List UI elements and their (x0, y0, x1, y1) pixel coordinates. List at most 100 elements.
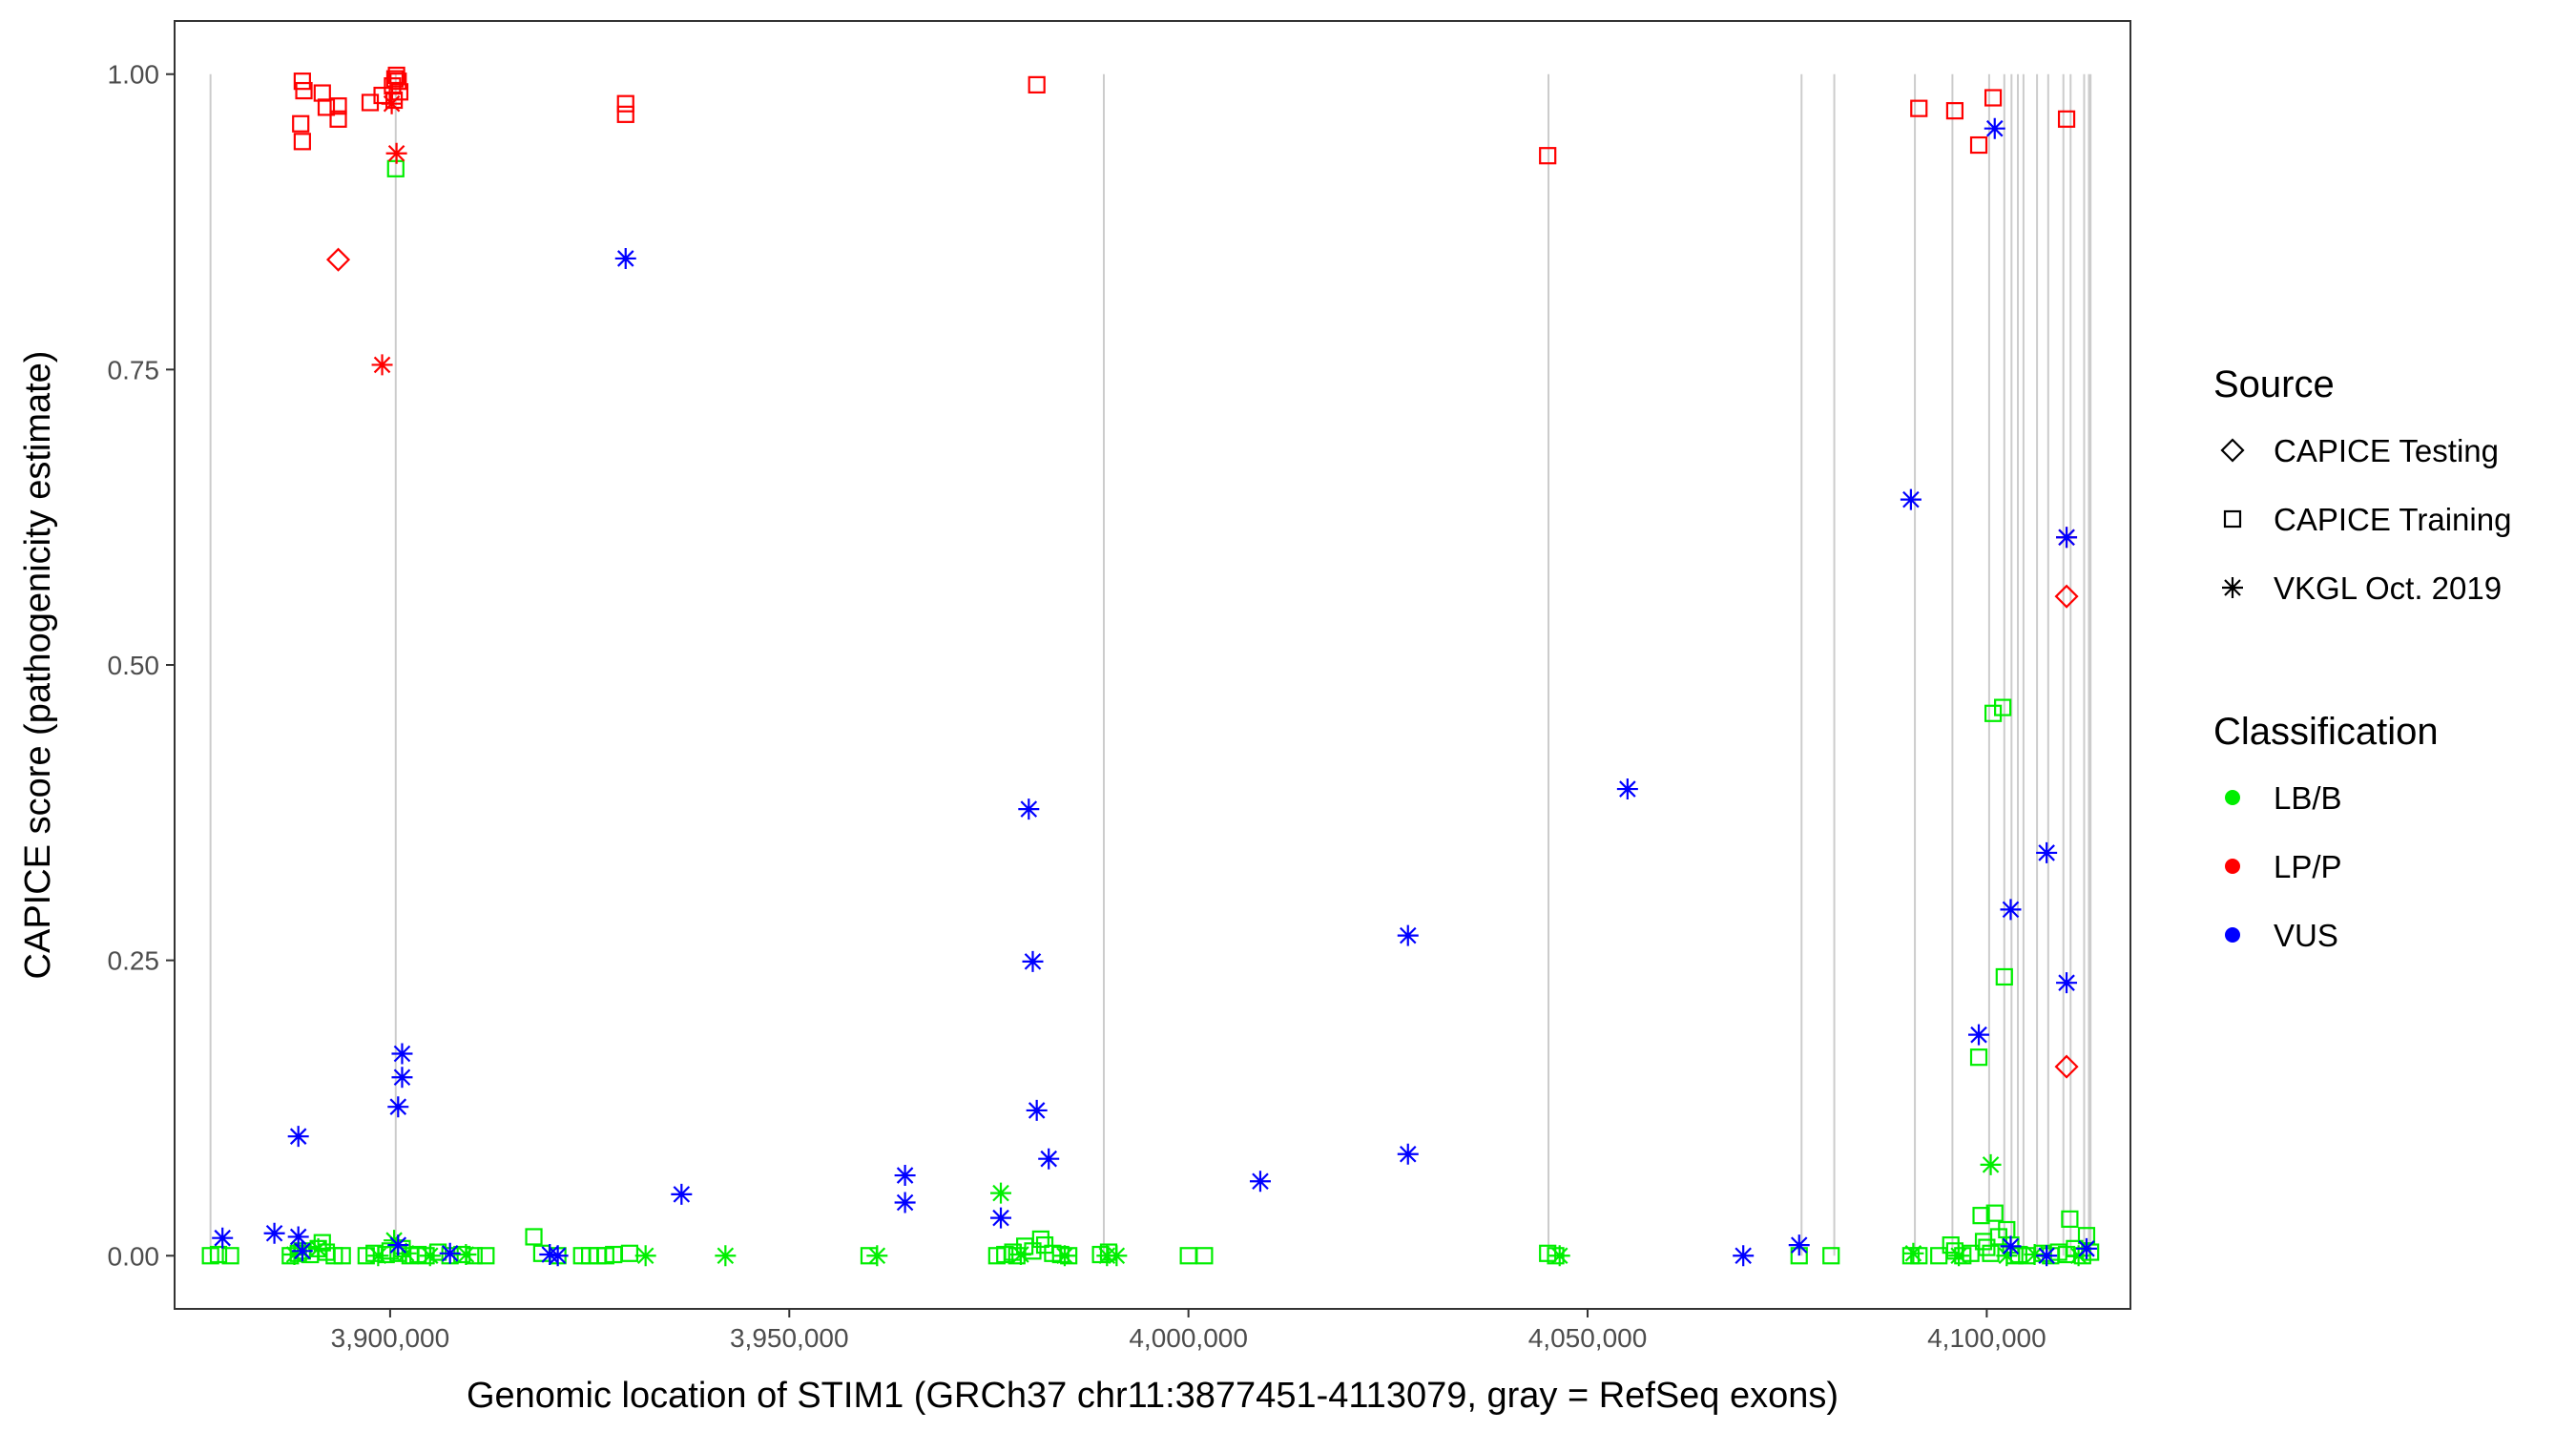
legend-classification-label: VUS (2274, 918, 2338, 953)
data-point-vus (1397, 1143, 1419, 1165)
data-point-lpp (381, 93, 403, 114)
data-point-vus (2036, 1245, 2058, 1267)
data-point-lbb (1978, 1238, 1996, 1256)
data-point-lbb (1982, 1244, 2000, 1262)
data-point-lbb (2061, 1210, 2079, 1228)
legend-classification-items: LB/B LP/P VUS (2225, 780, 2342, 953)
data-point-lbb (395, 1242, 417, 1264)
legend-classification-label: LP/P (2274, 849, 2342, 884)
legend-source-title: Source (2213, 363, 2335, 405)
data-point-lbb (866, 1245, 888, 1267)
data-point-lpp (2057, 110, 2076, 128)
data-point-lbb (620, 1244, 639, 1262)
data-point-lbb (1106, 1245, 1128, 1267)
x-tick-label: 4,050,000 (1528, 1323, 1648, 1353)
data-point-lpp (313, 84, 331, 102)
data-point-lpp (389, 73, 407, 91)
data-point-vus (1984, 117, 2005, 139)
y-tick-label: 0.50 (108, 651, 160, 680)
legend-shape-square-icon (2223, 509, 2242, 529)
data-point-vus (263, 1222, 285, 1244)
data-point-lbb (1994, 698, 2012, 716)
legend-color-dot-icon (2225, 927, 2240, 943)
y-tick-label: 0.75 (108, 355, 160, 384)
y-tick-label: 0.25 (108, 946, 160, 976)
data-point-vus (1968, 1024, 1990, 1046)
data-point-vus (1397, 924, 1419, 946)
data-point-lpp (1969, 135, 1988, 155)
x-axis-title: Genomic location of STIM1 (GRCh37 chr11:… (467, 1376, 1839, 1416)
y-tick-label: 1.00 (108, 60, 160, 90)
data-point-vus (2000, 899, 2022, 921)
data-point-lbb (1548, 1245, 1570, 1267)
data-point-vus (1026, 1099, 1048, 1121)
legend-color-dot-icon (2225, 859, 2240, 874)
data-point-lpp (1945, 102, 1964, 120)
data-point-vus (539, 1244, 561, 1266)
data-point-vus (2056, 972, 2078, 994)
data-point-vus (2000, 1235, 2022, 1257)
legend-color-dot-icon (2225, 790, 2240, 805)
data-point-lpp (387, 66, 405, 85)
data-point-lbb (455, 1244, 477, 1266)
x-tick-label: 3,900,000 (331, 1323, 450, 1353)
data-point-lpp (385, 142, 407, 164)
data-point-lbb (1179, 1247, 1197, 1265)
data-point-lpp (325, 247, 351, 272)
data-points (201, 66, 2100, 1267)
data-point-lbb (715, 1245, 737, 1267)
data-point-lbb (1995, 967, 2013, 986)
data-point-lbb (419, 1245, 441, 1267)
exon-lines (209, 73, 2092, 1256)
legend-source-label: CAPICE Training (2274, 502, 2511, 537)
x-tick-label: 3,950,000 (730, 1323, 849, 1353)
data-point-lbb (990, 1182, 1012, 1204)
data-point-lpp (371, 354, 393, 376)
data-point-lpp (292, 114, 310, 133)
x-tick-label: 4,100,000 (1927, 1323, 2046, 1353)
data-point-vus (1022, 950, 1044, 972)
data-point-lbb (1969, 1048, 1988, 1067)
data-point-lbb (525, 1228, 543, 1246)
data-point-lpp (385, 91, 404, 110)
data-point-lpp (293, 73, 311, 91)
data-point-lbb (1942, 1236, 1960, 1255)
legend-source-label: VKGL Oct. 2019 (2274, 570, 2502, 606)
data-point-lpp (329, 97, 347, 115)
data-point-lbb (1984, 704, 2003, 722)
data-point-lbb (367, 1245, 389, 1267)
data-point-vus (287, 1226, 309, 1248)
data-point-lbb (634, 1245, 656, 1267)
data-point-vus (2036, 841, 2058, 863)
legend-shape-diamond-icon (2220, 438, 2245, 463)
data-point-vus (291, 1240, 313, 1262)
data-point-vus (1788, 1234, 1810, 1256)
data-point-lbb (1985, 1204, 2004, 1222)
data-point-lpp (1910, 99, 1928, 117)
data-point-lbb (307, 1237, 329, 1259)
data-point-vus (387, 1096, 409, 1118)
data-point-vus (1616, 778, 1638, 800)
x-axis: 3,900,000 3,950,000 4,000,000 4,050,000 4,10… (331, 1309, 2046, 1353)
data-point-lpp (1028, 75, 1046, 93)
data-point-lpp (1539, 147, 1557, 165)
data-point-lbb (1972, 1207, 1990, 1225)
data-point-lpp (616, 94, 634, 113)
data-point-lbb (477, 1247, 495, 1265)
data-point-vus (2075, 1237, 2097, 1259)
data-point-lbb (313, 1234, 331, 1252)
y-tick-label: 0.00 (108, 1241, 160, 1271)
data-point-lbb (1980, 1153, 2002, 1175)
data-point-lbb (1031, 1230, 1049, 1249)
x-tick-label: 4,000,000 (1129, 1323, 1248, 1353)
data-point-lbb (2024, 1244, 2046, 1266)
data-point-lpp (616, 105, 634, 123)
data-point-lpp (329, 110, 347, 128)
legend-source-label: CAPICE Testing (2274, 433, 2499, 468)
data-point-vus (391, 1043, 413, 1065)
data-point-lpp (1984, 89, 2003, 107)
plot-panel-border (174, 20, 2131, 1310)
data-point-vus (1038, 1148, 1060, 1170)
data-point-lpp (295, 81, 313, 100)
